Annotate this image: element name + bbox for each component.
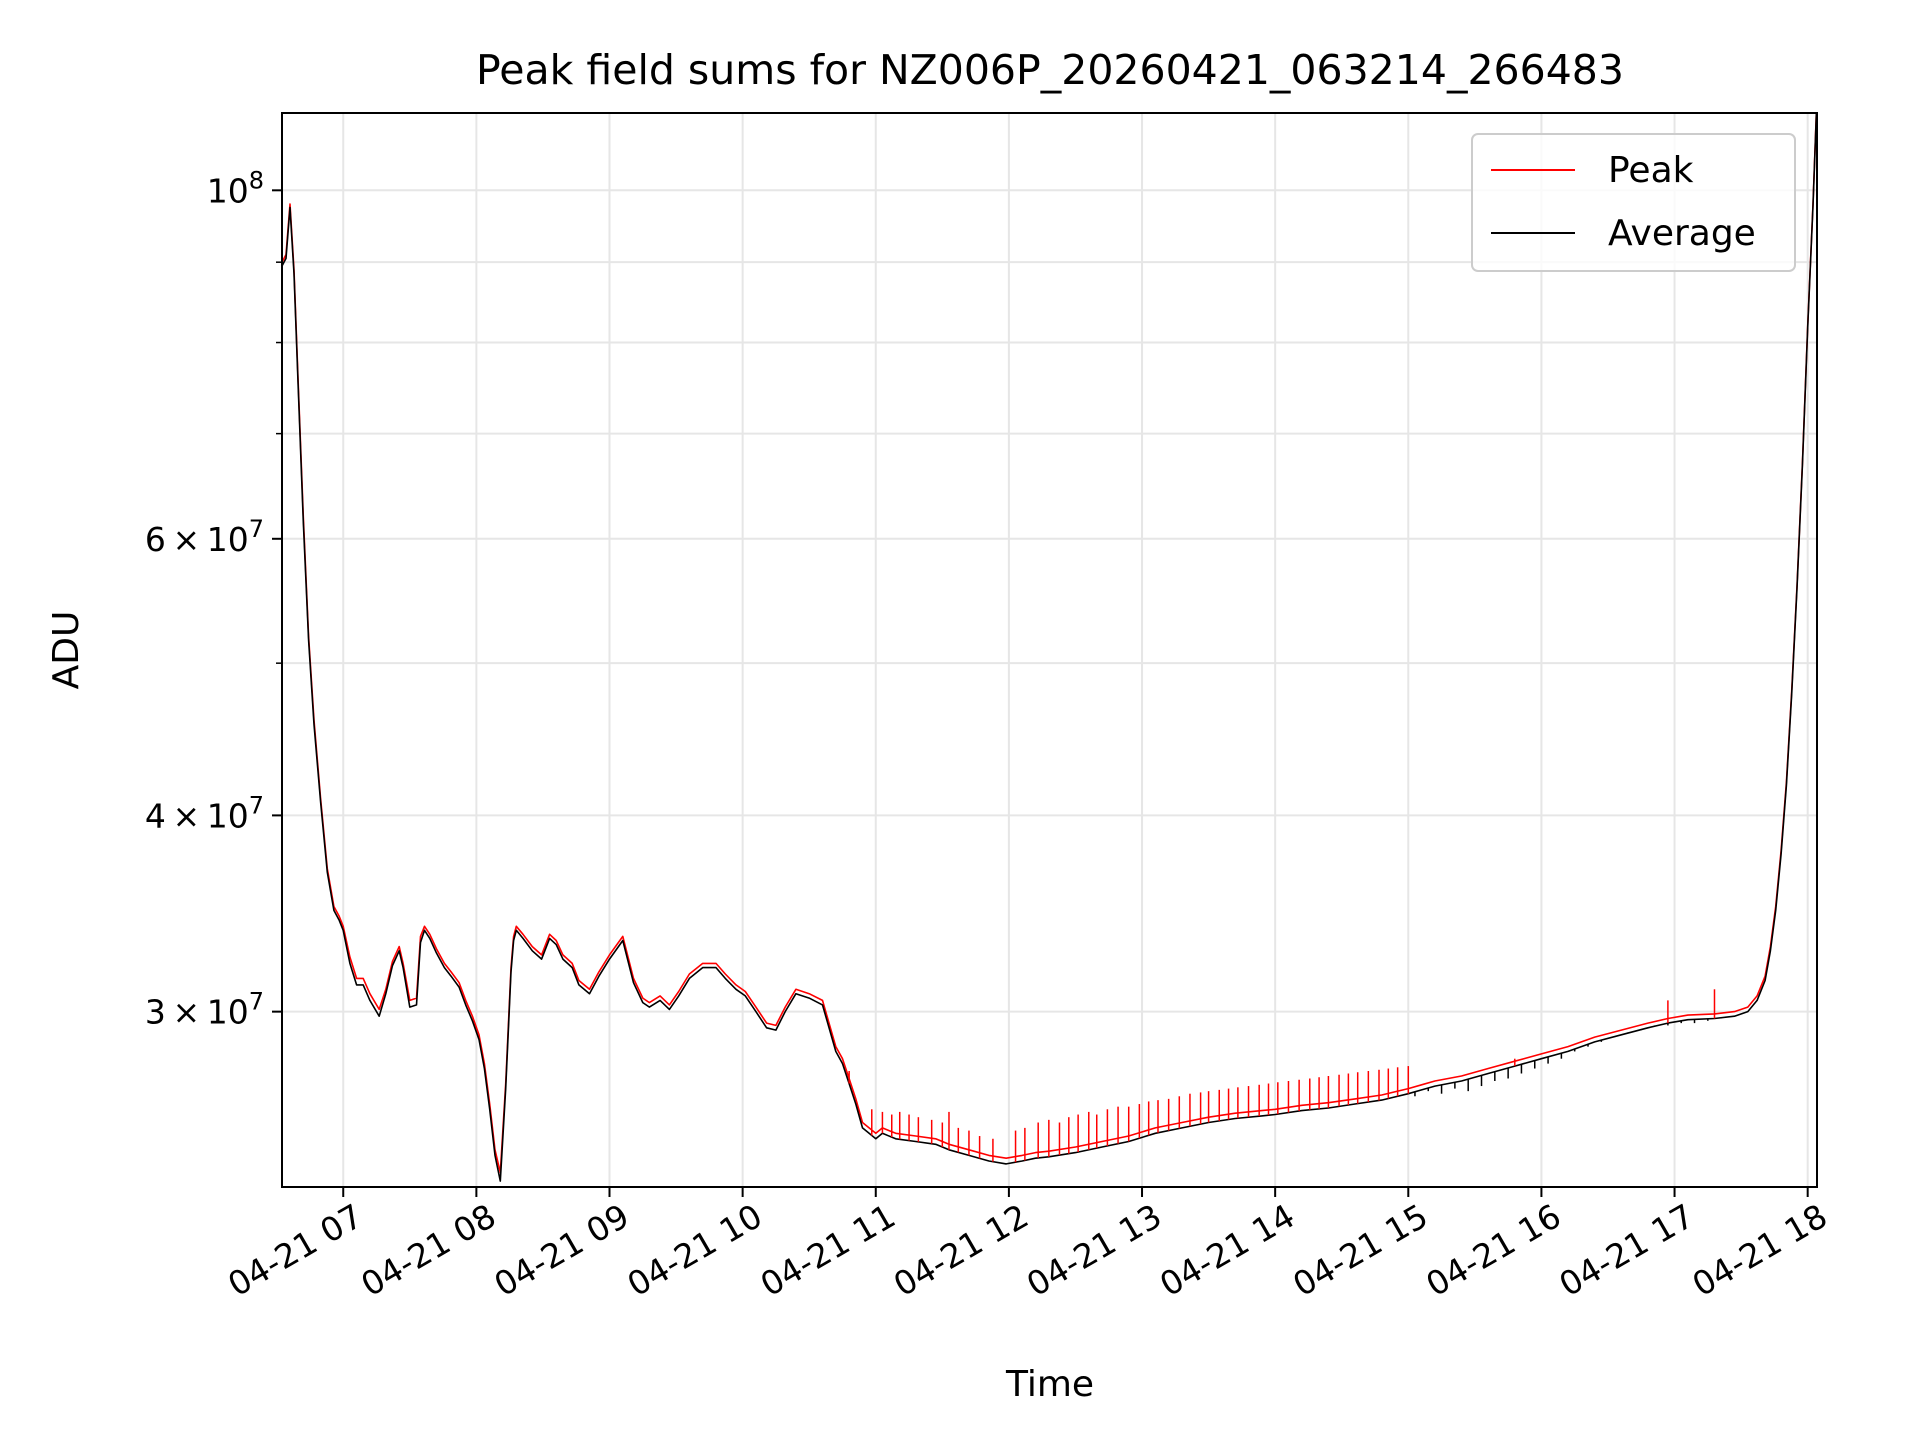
series-line-peak (282, 113, 1817, 1174)
series-line-average (282, 113, 1817, 1182)
legend-label-average: Average (1608, 213, 1756, 254)
y-tick-label: 3 × 107 (145, 988, 264, 1032)
y-tick-label: 4 × 107 (145, 791, 264, 835)
legend-box (1471, 133, 1796, 272)
plot-frame (281, 112, 1818, 1188)
chart-title: Peak field sums for NZ006P_20260421_0632… (476, 46, 1624, 94)
legend: Peak Average (1471, 133, 1796, 272)
y-axis: 3 × 107 4 × 107 6 × 107 108 (145, 166, 282, 1032)
plot-lines (282, 113, 1817, 1182)
y-tick-label: 108 (207, 166, 264, 210)
y-axis-label: ADU (46, 611, 87, 690)
legend-label-peak: Peak (1608, 150, 1694, 191)
x-axis-label: Time (1005, 1364, 1094, 1405)
y-tick-label: 6 × 107 (145, 515, 264, 559)
